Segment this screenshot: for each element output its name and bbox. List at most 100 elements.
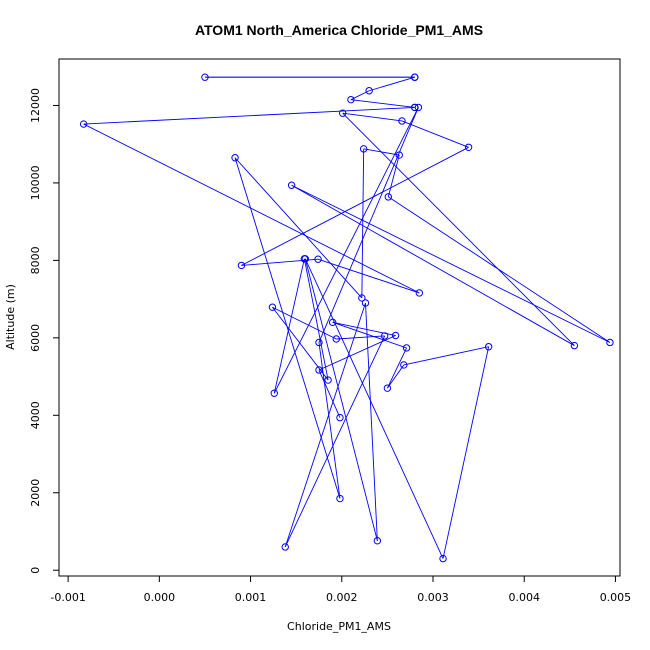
data-point: [358, 294, 366, 302]
series-segment: [318, 342, 341, 499]
data-point: [361, 299, 370, 307]
plot-area: [58, 58, 621, 577]
series-segment: [318, 369, 341, 418]
data-point: [315, 338, 323, 347]
series-segment: [442, 346, 490, 559]
series-points: [79, 73, 614, 563]
series-segment: [336, 335, 385, 340]
data-point: [231, 154, 239, 162]
y-axis: 0 2000 4000 6000 8000 10000 12000: [29, 88, 59, 574]
series-segment: [304, 258, 444, 559]
series-segment: [387, 364, 405, 389]
series-segment: [291, 184, 575, 346]
data-point: [287, 181, 296, 189]
data-point: [380, 332, 389, 340]
data-point: [314, 255, 322, 263]
series-segment: [387, 154, 400, 197]
data-point: [237, 261, 246, 270]
x-tick-label: 0.003: [417, 591, 449, 604]
data-point: [359, 145, 368, 153]
series-segment: [284, 335, 386, 548]
y-axis-label: Altitude (m): [4, 284, 17, 350]
data-point: [336, 494, 344, 503]
data-point: [373, 537, 382, 545]
data-point: [365, 87, 373, 95]
y-tick-label: 10000: [29, 165, 42, 200]
series-segment: [273, 258, 305, 394]
series-segment: [234, 157, 341, 499]
series-segment: [361, 148, 365, 298]
x-axis: -0.001 0.000 0.001 0.002 0.003 0.004 0.005: [50, 576, 631, 604]
data-point: [324, 376, 332, 384]
data-point: [402, 344, 411, 352]
series-segment: [291, 184, 611, 343]
x-tick-label: 0.002: [326, 591, 358, 604]
data-point: [391, 331, 400, 340]
x-axis-label: Chloride_PM1_AMS: [287, 620, 391, 633]
series-segment: [386, 347, 407, 389]
data-point: [411, 73, 419, 81]
data-point: [301, 255, 309, 263]
data-point: [570, 341, 579, 350]
series-segment: [332, 321, 407, 349]
data-point: [484, 343, 493, 351]
y-tick-label: 8000: [29, 246, 42, 274]
x-tick-label: -0.001: [50, 591, 85, 604]
series-segment: [272, 306, 337, 340]
series-lines: [83, 76, 611, 559]
series-segment: [83, 123, 420, 294]
series-segment: [318, 335, 396, 371]
series-segment: [401, 120, 469, 148]
series-segment: [317, 258, 420, 294]
series-segment: [303, 258, 329, 381]
series-segment: [241, 146, 469, 266]
data-point: [270, 389, 278, 397]
data-point: [400, 361, 408, 369]
data-point: [328, 318, 337, 327]
series-segment: [284, 302, 366, 548]
data-point: [201, 73, 209, 81]
series-segment: [272, 306, 329, 381]
y-tick-label: 0: [29, 567, 42, 574]
series-segment: [365, 302, 378, 541]
x-tick-label: 0.000: [144, 591, 176, 604]
series-segment: [388, 196, 611, 343]
chart-title: ATOM1 North_America Chloride_PM1_AMS: [195, 22, 483, 38]
x-tick-label: 0.004: [508, 591, 540, 604]
data-point: [411, 103, 419, 112]
data-point: [281, 543, 289, 551]
data-point: [332, 335, 341, 343]
data-point: [384, 193, 393, 201]
series-segment: [403, 346, 489, 366]
data-point: [268, 303, 277, 311]
series-segment: [318, 107, 419, 343]
data-point: [439, 554, 447, 563]
series-segment: [369, 76, 415, 92]
series-segment: [350, 99, 415, 108]
series-segment: [342, 112, 403, 122]
data-point: [336, 413, 344, 422]
data-point: [347, 95, 355, 104]
series-segment: [83, 106, 415, 125]
series-segment: [234, 157, 363, 299]
data-point: [606, 338, 614, 347]
data-point: [415, 289, 424, 297]
series-segment: [273, 107, 419, 394]
x-tick-label: 0.001: [235, 591, 267, 604]
data-point: [414, 103, 423, 112]
data-point: [338, 109, 347, 117]
y-tick-label: 12000: [29, 88, 42, 123]
data-point: [79, 120, 88, 128]
x-tick-label: 0.005: [600, 591, 632, 604]
data-point: [315, 366, 323, 374]
series-segment: [363, 148, 400, 156]
series-segment: [304, 258, 378, 541]
data-point: [395, 151, 403, 159]
series-segment: [332, 321, 396, 336]
data-point: [464, 143, 473, 151]
data-point: [398, 117, 406, 125]
y-tick-label: 2000: [29, 479, 42, 507]
y-tick-label: 6000: [29, 324, 42, 352]
series-segment: [342, 112, 575, 346]
